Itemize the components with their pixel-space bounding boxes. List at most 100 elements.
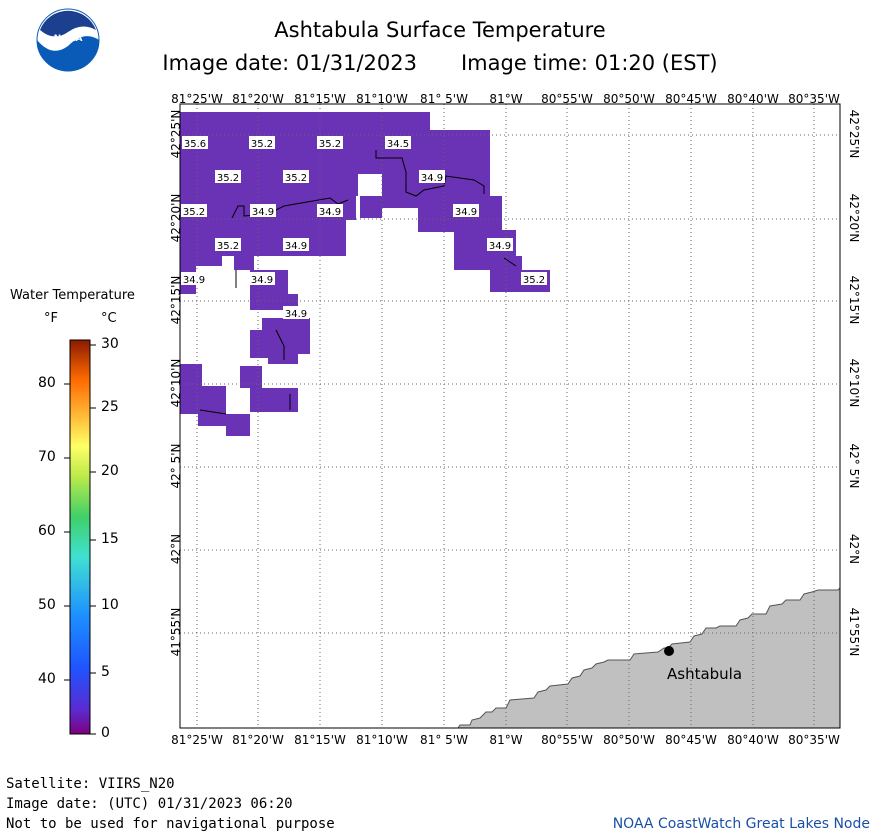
legend-c-tick: 30 bbox=[101, 336, 119, 352]
temperature-label: 34.9 bbox=[250, 204, 276, 218]
lat-label-right: 42°25'N bbox=[847, 109, 861, 159]
temperature-label: 34.9 bbox=[317, 204, 343, 218]
legend-unit-f: °F bbox=[44, 311, 58, 326]
legend-c-tick: 0 bbox=[101, 725, 110, 741]
temperature-color-scale bbox=[64, 339, 96, 735]
svg-text:35.6: 35.6 bbox=[184, 139, 206, 150]
legend-c-tick: 20 bbox=[101, 463, 119, 479]
legend-f-tick: 60 bbox=[38, 523, 56, 539]
temperature-label: 34.9 bbox=[419, 170, 445, 184]
temperature-label: 35.6 bbox=[182, 136, 208, 150]
temperature-label: 34.5 bbox=[385, 136, 411, 150]
svg-text:35.2: 35.2 bbox=[523, 275, 545, 286]
lon-label-top: 81°20'W bbox=[232, 92, 284, 106]
isotherm-line bbox=[275, 329, 285, 360]
svg-text:35.2: 35.2 bbox=[251, 139, 273, 150]
water-pixel-block bbox=[240, 366, 262, 388]
lat-label-left: 41°55'N bbox=[169, 607, 183, 657]
water-pixel-block bbox=[226, 414, 250, 436]
svg-text:NOAA: NOAA bbox=[54, 34, 83, 44]
svg-text:35.2: 35.2 bbox=[285, 173, 307, 184]
lon-label-bottom: 81°W bbox=[489, 733, 523, 747]
footer-credit: NOAA CoastWatch Great Lakes Node bbox=[612, 816, 870, 832]
ashtabula-city-marker bbox=[664, 646, 674, 656]
lon-label-top: 81° 5'W bbox=[420, 92, 468, 106]
water-pixel-block bbox=[382, 174, 418, 208]
legend-c-tick: 15 bbox=[101, 531, 119, 547]
lat-label-left: 42°20'N bbox=[169, 193, 183, 243]
lat-label-right: 42° 5'N bbox=[847, 443, 861, 489]
svg-text:34.9: 34.9 bbox=[251, 275, 273, 286]
lon-label-bottom: 80°50'W bbox=[603, 733, 655, 747]
map-title: Ashtabula Surface Temperature bbox=[274, 18, 606, 42]
lon-label-top: 80°40'W bbox=[727, 92, 779, 106]
temperature-label: 35.2 bbox=[283, 170, 309, 184]
lon-label-bottom: 81°10'W bbox=[356, 733, 408, 747]
lon-label-top: 80°45'W bbox=[665, 92, 717, 106]
lat-label-left: 42° 5'N bbox=[169, 443, 183, 489]
temperature-label: 34.9 bbox=[249, 272, 275, 286]
temperature-label: 34.9 bbox=[487, 238, 513, 252]
footer-disclaimer: Not to be used for navigational purpose bbox=[6, 816, 335, 832]
lon-label-top: 81°15'W bbox=[294, 92, 346, 106]
footer-satellite: Satellite: VIIRS_N20 bbox=[6, 776, 175, 792]
city-label: Ashtabula bbox=[667, 665, 743, 683]
lat-label-right: 41°55'N bbox=[847, 607, 861, 657]
legend-f-tick: 40 bbox=[38, 671, 56, 687]
lat-label-left: 42°25'N bbox=[169, 109, 183, 159]
svg-text:34.9: 34.9 bbox=[319, 207, 341, 218]
lon-label-bottom: 80°40'W bbox=[727, 733, 779, 747]
water-pixel-block bbox=[268, 354, 298, 364]
svg-text:34.9: 34.9 bbox=[252, 207, 274, 218]
water-pixel-block bbox=[180, 174, 358, 196]
lon-label-bottom: 80°35'W bbox=[788, 733, 840, 747]
lon-label-bottom: 80°55'W bbox=[541, 733, 593, 747]
lat-label-left: 42°15'N bbox=[169, 275, 183, 325]
water-pixel-block bbox=[196, 256, 222, 266]
svg-text:35.2: 35.2 bbox=[183, 207, 205, 218]
water-pixel-block bbox=[250, 388, 298, 412]
svg-text:34.9: 34.9 bbox=[183, 275, 205, 286]
lon-label-bottom: 81°20'W bbox=[232, 733, 284, 747]
lat-label-left: 42°N bbox=[169, 533, 183, 565]
svg-text:35.2: 35.2 bbox=[217, 241, 239, 252]
lon-label-bottom: 80°45'W bbox=[665, 733, 717, 747]
water-pixel-block bbox=[198, 386, 226, 426]
temperature-label: 34.9 bbox=[283, 238, 309, 252]
legend-f-tick: 80 bbox=[38, 375, 56, 391]
legend-c-tick: 10 bbox=[101, 597, 119, 613]
svg-text:34.9: 34.9 bbox=[285, 241, 307, 252]
svg-text:34.5: 34.5 bbox=[387, 139, 409, 150]
lon-label-top: 80°55'W bbox=[541, 92, 593, 106]
legend-c-tick: 25 bbox=[101, 399, 119, 415]
water-pixel-block bbox=[180, 236, 346, 256]
lat-label-left: 42°10'N bbox=[169, 358, 183, 408]
lon-label-bottom: 81°15'W bbox=[294, 733, 346, 747]
temperature-label: 34.9 bbox=[181, 272, 207, 286]
legend-c-tick: 5 bbox=[101, 664, 110, 680]
temperature-label: 35.2 bbox=[181, 204, 207, 218]
lat-label-right: 42°15'N bbox=[847, 275, 861, 325]
isotherm-line bbox=[375, 150, 485, 197]
svg-text:34.9: 34.9 bbox=[489, 241, 511, 252]
svg-text:35.2: 35.2 bbox=[217, 173, 239, 184]
svg-text:34.9: 34.9 bbox=[421, 173, 443, 184]
lat-label-right: 42°10'N bbox=[847, 358, 861, 408]
lon-label-top: 80°35'W bbox=[788, 92, 840, 106]
temperature-label: 34.9 bbox=[283, 306, 309, 320]
temperature-label: 35.2 bbox=[215, 170, 241, 184]
isotherm-line bbox=[199, 409, 227, 415]
temperature-label: 35.2 bbox=[317, 136, 343, 150]
water-pixel-block bbox=[180, 220, 346, 236]
noaa-logo: NOAA bbox=[36, 8, 100, 72]
lon-label-bottom: 81° 5'W bbox=[420, 733, 468, 747]
lat-label-right: 42°N bbox=[847, 533, 861, 565]
legend-f-tick: 50 bbox=[38, 597, 56, 613]
lon-label-bottom: 81°25'W bbox=[171, 733, 223, 747]
isotherm-line bbox=[503, 257, 517, 267]
lon-label-top: 81°25'W bbox=[171, 92, 223, 106]
land-ohio bbox=[457, 586, 841, 729]
water-pixel-block bbox=[180, 148, 490, 174]
water-pixel-block bbox=[360, 196, 382, 218]
